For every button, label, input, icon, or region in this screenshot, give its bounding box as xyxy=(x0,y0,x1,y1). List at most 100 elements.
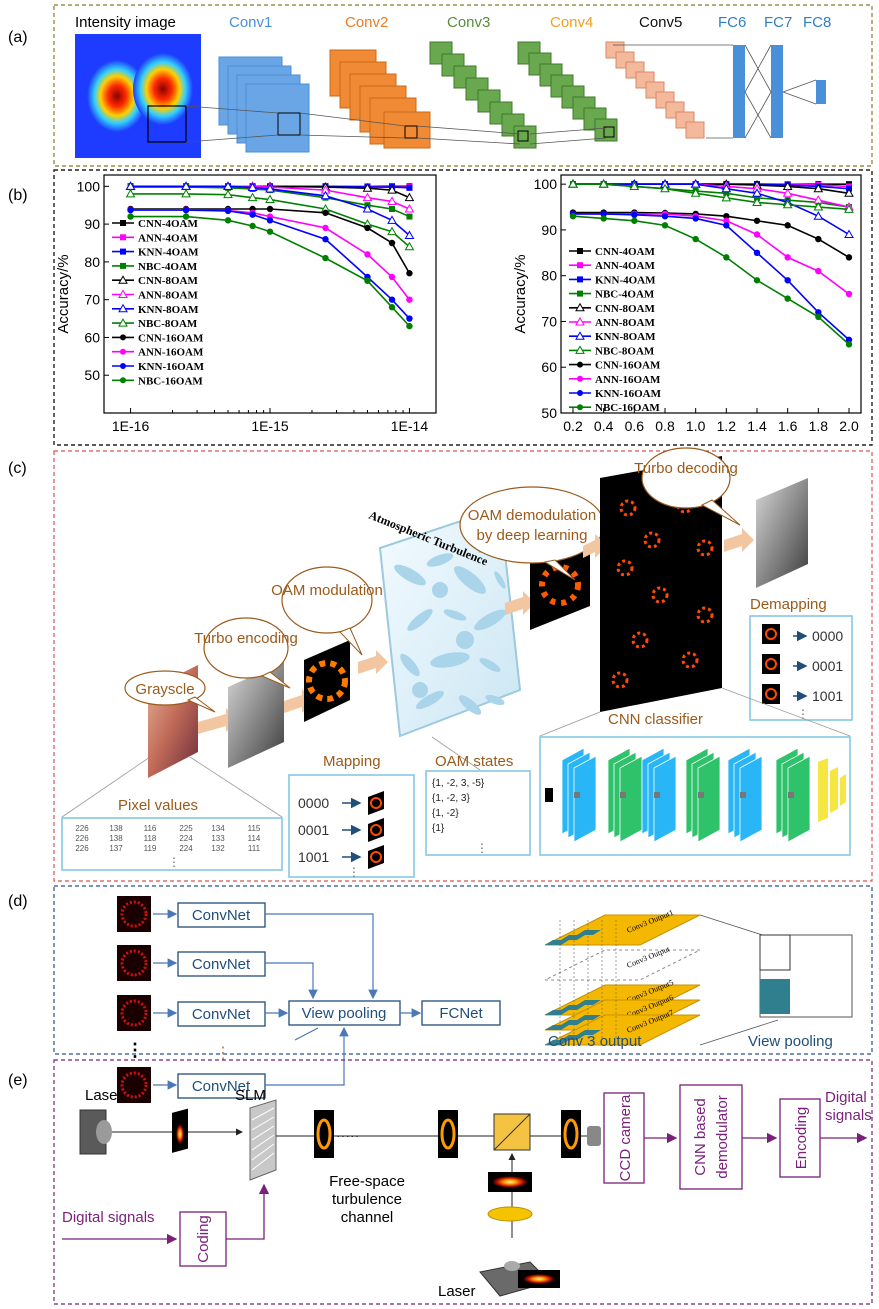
legend-label: CNN-4OAM xyxy=(595,246,655,258)
feature-map xyxy=(697,755,721,843)
layer-label-conv3: Conv3 xyxy=(447,14,490,31)
channel-label: Free-space xyxy=(329,1173,405,1190)
data-point xyxy=(753,231,761,238)
demap-code: 0001 xyxy=(812,658,843,674)
legend-marker xyxy=(575,331,585,340)
data-point xyxy=(660,183,670,193)
slm-pattern xyxy=(251,1143,275,1161)
layer-label-conv1: Conv1 xyxy=(229,14,272,31)
legend-label: ANN-16OAM xyxy=(138,347,204,359)
pixel-cell: 134 xyxy=(211,824,225,833)
dots: ⋮ xyxy=(215,1045,231,1062)
y-tick-label: 100 xyxy=(534,176,558,192)
legend-marker xyxy=(120,377,126,384)
view-image-ring xyxy=(120,1071,148,1099)
panel-b-border xyxy=(53,169,873,446)
data-point xyxy=(692,215,699,222)
oam-mode-spot xyxy=(681,651,699,669)
view-image-ring xyxy=(120,900,148,928)
data-point xyxy=(362,183,373,192)
layer-label-fc6: FC6 xyxy=(718,14,746,31)
x-tick-label: 1E-14 xyxy=(391,418,429,434)
data-point xyxy=(815,235,822,243)
connector-arrow xyxy=(265,1026,349,1086)
data-point xyxy=(182,206,190,214)
pooled-cell xyxy=(577,1030,601,1035)
pixel-cell: 118 xyxy=(144,834,157,843)
connector-arrow xyxy=(265,962,318,1000)
data-point xyxy=(406,213,413,220)
legend-marker xyxy=(577,290,583,297)
pixel-ellipsis: ⋮ xyxy=(168,855,180,869)
data-point xyxy=(784,254,791,261)
x-tick-label: 1.0 xyxy=(686,418,706,434)
oam-ring xyxy=(316,1118,332,1150)
kernel-patch xyxy=(788,792,794,798)
x-tick-label: 1.6 xyxy=(778,418,798,434)
data-point xyxy=(813,211,824,220)
oam-mode-image-1 xyxy=(304,640,350,722)
y-tick-label: 90 xyxy=(84,216,100,232)
data-point xyxy=(322,209,329,216)
laser-bottom-aperture xyxy=(504,1261,520,1271)
oam-state-line: {1} xyxy=(432,823,445,834)
panel-label-d: (d) xyxy=(8,893,28,910)
legend-marker xyxy=(118,303,128,313)
laser-body xyxy=(79,1109,107,1155)
beam-profile xyxy=(314,1110,334,1158)
data-point xyxy=(661,222,669,229)
data-point xyxy=(845,341,853,348)
data-point xyxy=(600,210,607,218)
x-tick-label: 1.8 xyxy=(809,418,829,434)
pooled-cell xyxy=(561,1020,585,1025)
demapping-box: 0000 0001 1001 ⋮ xyxy=(749,615,853,721)
data-point xyxy=(753,249,761,257)
y-tick-label: 80 xyxy=(84,254,100,270)
x-tick-label: 1.4 xyxy=(747,418,767,434)
input-thumb xyxy=(545,788,553,802)
legend-marker xyxy=(118,275,128,284)
conv4-block xyxy=(517,41,618,142)
x-tick-label: 1.2 xyxy=(717,418,737,434)
oam-demod-label-line1: OAM demodulation xyxy=(468,507,596,524)
conv3-layer xyxy=(544,1014,701,1046)
y-tick-label: 80 xyxy=(541,268,557,284)
slm-label: SLM xyxy=(235,1087,266,1104)
feature-map xyxy=(573,755,597,843)
data-point xyxy=(127,213,134,220)
pixel-values-label: Pixel values xyxy=(118,797,198,814)
data-point xyxy=(127,206,134,214)
oam-mode-spot xyxy=(616,559,634,577)
data-point xyxy=(813,183,824,193)
x-tick-label: 0.8 xyxy=(655,418,675,434)
data-point xyxy=(182,213,190,220)
coding-box xyxy=(179,1211,227,1267)
panel-e-border xyxy=(53,1059,873,1305)
legend-marker xyxy=(120,363,126,369)
dots: ⋮ xyxy=(126,1040,144,1060)
legend-label: NBC-16OAM xyxy=(138,375,203,387)
layer-labels: Conv1 Conv2 Conv3 Conv4 Conv5 FC6 FC7 FC… xyxy=(229,14,831,31)
oam-states-connector xyxy=(431,736,481,771)
turbo-encoding-bubble: Turbo encoding xyxy=(194,617,298,689)
kernel-patch xyxy=(574,792,580,798)
conv3-layer-label: Conv3 Output xyxy=(625,944,671,970)
x-tick-label: 1E-16 xyxy=(112,418,150,434)
turbulence-blob xyxy=(454,566,486,594)
data-point xyxy=(266,228,274,235)
oam-mode-spot xyxy=(651,586,669,604)
encoding-label: Encoding xyxy=(793,1107,810,1170)
accuracy-chart-left: 50 60 70 80 90 100 1E-16 1E-15 1E-14 Accuracy/% CN… xyxy=(55,174,437,434)
data-point xyxy=(721,192,732,202)
data-point xyxy=(388,239,396,247)
legend-marker xyxy=(118,318,128,327)
multiview-diagram: ConvNet ConvNet ConvNet ConvNet ⋮ ⋮ View pooli… xyxy=(117,896,501,1103)
data-point xyxy=(815,309,822,316)
mode-thumb-ring xyxy=(370,824,382,836)
data-point xyxy=(249,211,256,218)
pixel-cell: 137 xyxy=(109,844,123,853)
data-point xyxy=(815,313,822,321)
layer-label-conv2: Conv2 xyxy=(345,14,388,31)
view-image-ring xyxy=(120,999,148,1027)
